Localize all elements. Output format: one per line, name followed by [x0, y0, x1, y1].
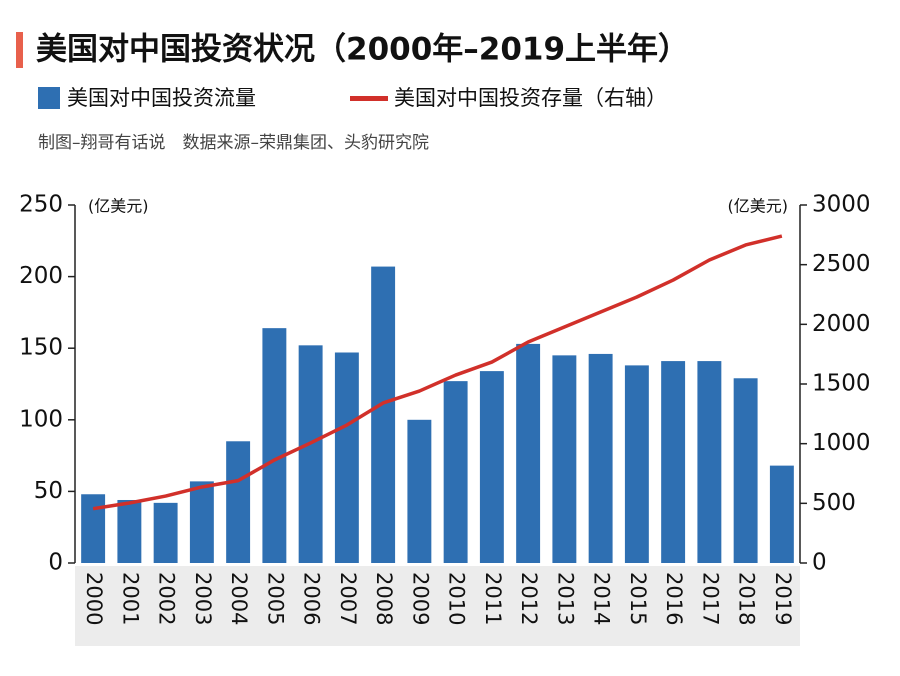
bar: [371, 266, 396, 563]
x-tick-label: 2018: [735, 572, 759, 625]
bar: [262, 328, 287, 563]
x-tick-label: 2015: [626, 572, 650, 625]
bar: [588, 353, 613, 563]
legend-label: 美国对中国投资流量: [67, 86, 256, 110]
y2-tick-label: 2500: [812, 251, 871, 277]
bar: [226, 441, 251, 563]
chart-title: 美国对中国投资状况（2000年–2019上半年）: [36, 32, 689, 68]
line: [92, 234, 783, 511]
y-unit: (亿美元): [88, 197, 149, 216]
x-tick-label: 2002: [155, 572, 179, 625]
bar: [117, 499, 142, 563]
bar: [153, 502, 178, 563]
y2-tick-label: 0: [812, 550, 827, 576]
y-tick-label: 50: [34, 478, 63, 504]
x-tick-label: 2000: [82, 572, 106, 625]
x-tick-label: 2005: [263, 572, 287, 625]
y2-unit: (亿美元): [728, 197, 789, 216]
x-tick-label: 2019: [771, 572, 795, 625]
x-tick-label: 2003: [191, 572, 215, 625]
bar: [334, 352, 359, 563]
bar: [516, 343, 541, 563]
y-tick-label: 0: [48, 550, 63, 576]
x-tick-label: 2017: [698, 572, 722, 625]
legend-swatch: [38, 87, 60, 109]
x-tick-label: 2014: [590, 572, 614, 625]
bar: [661, 361, 686, 563]
x-tick-label: 2010: [445, 572, 469, 625]
bar: [552, 355, 577, 563]
y2-tick-label: 1000: [812, 430, 871, 456]
bar: [769, 465, 794, 563]
bar: [733, 378, 758, 563]
legend-label: 美国对中国投资存量（右轴）: [394, 86, 667, 110]
x-tick-label: 2004: [227, 572, 251, 625]
legend-swatch: [350, 96, 388, 101]
x-tick-label: 2009: [408, 572, 432, 625]
y-tick-label: 150: [19, 335, 63, 361]
x-tick-label: 2016: [662, 572, 686, 625]
x-tick-label: 2006: [300, 572, 324, 625]
bar: [624, 365, 649, 563]
y2-tick-label: 1500: [812, 371, 871, 397]
bar: [189, 481, 214, 563]
bar: [407, 419, 432, 563]
y-tick-label: 250: [19, 192, 63, 218]
bar: [443, 381, 468, 563]
category-band: [75, 566, 800, 646]
y2-tick-label: 3000: [812, 192, 871, 218]
bar: [697, 361, 722, 563]
bar: [479, 371, 504, 563]
x-tick-label: 2001: [118, 572, 142, 625]
y-tick-label: 200: [19, 263, 63, 289]
x-tick-label: 2013: [553, 572, 577, 625]
x-tick-label: 2012: [517, 572, 541, 625]
x-tick-label: 2008: [372, 572, 396, 625]
bar: [298, 345, 323, 563]
bar: [81, 494, 106, 563]
title-accent: [16, 32, 23, 68]
x-tick-label: 2011: [481, 572, 505, 625]
source-note: 制图–翔哥有话说 数据来源–荣鼎集团、头豹研究院: [38, 133, 429, 153]
y2-tick-label: 2000: [812, 311, 871, 337]
y2-tick-label: 500: [812, 490, 856, 516]
x-tick-label: 2007: [336, 572, 360, 625]
y-tick-label: 100: [19, 406, 63, 432]
